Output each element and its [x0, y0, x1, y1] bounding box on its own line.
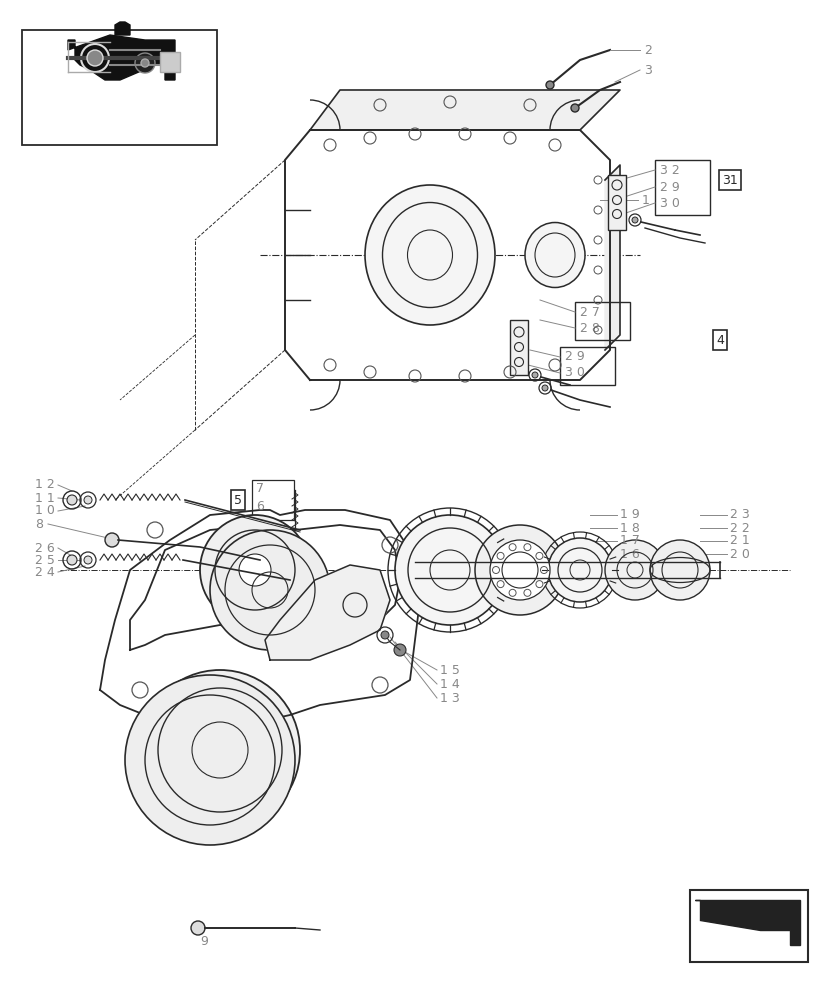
- Circle shape: [87, 50, 103, 66]
- Circle shape: [67, 495, 77, 505]
- Text: 1 6: 1 6: [619, 548, 639, 560]
- Polygon shape: [605, 165, 619, 350]
- Text: 2 2: 2 2: [729, 522, 748, 534]
- Text: 6: 6: [256, 499, 264, 512]
- Bar: [692, 893, 804, 959]
- Text: 2: 2: [643, 44, 651, 57]
- Text: 4: 4: [715, 334, 723, 347]
- Text: 2 5: 2 5: [35, 554, 55, 566]
- Bar: [22, 30, 217, 145]
- Text: 3 2: 3 2: [659, 164, 679, 177]
- Polygon shape: [309, 90, 619, 130]
- Polygon shape: [115, 22, 130, 35]
- Polygon shape: [265, 565, 390, 660]
- Text: 2 0: 2 0: [729, 548, 749, 560]
- Circle shape: [239, 554, 270, 586]
- Circle shape: [105, 533, 119, 547]
- Text: 3: 3: [643, 64, 651, 77]
- Bar: [607, 175, 625, 230]
- Text: 3 0: 3 0: [659, 197, 679, 210]
- Text: 1 2: 1 2: [35, 479, 55, 491]
- Circle shape: [547, 538, 611, 602]
- Circle shape: [545, 81, 553, 89]
- Text: 1: 1: [641, 194, 649, 207]
- Text: 8: 8: [35, 518, 43, 530]
- Text: 1 9: 1 9: [619, 508, 639, 522]
- Text: 2 9: 2 9: [564, 351, 584, 363]
- Circle shape: [490, 540, 549, 600]
- Circle shape: [542, 385, 547, 391]
- Circle shape: [81, 44, 109, 72]
- Text: 5: 5: [234, 493, 241, 506]
- Circle shape: [84, 496, 92, 504]
- Text: 1 7: 1 7: [619, 534, 639, 548]
- Circle shape: [210, 530, 330, 650]
- Text: 1 3: 1 3: [439, 692, 459, 704]
- Bar: [559, 347, 614, 385]
- Circle shape: [571, 104, 578, 112]
- Bar: [160, 52, 179, 72]
- Circle shape: [125, 675, 294, 845]
- Text: 1 8: 1 8: [619, 522, 639, 534]
- Circle shape: [649, 540, 709, 600]
- Circle shape: [631, 217, 638, 223]
- Circle shape: [532, 372, 538, 378]
- Bar: [689, 890, 807, 962]
- Circle shape: [475, 525, 564, 615]
- Text: 7: 7: [256, 482, 264, 494]
- Circle shape: [140, 670, 299, 830]
- Polygon shape: [100, 510, 419, 735]
- Ellipse shape: [524, 223, 585, 288]
- Polygon shape: [68, 35, 174, 80]
- Bar: [574, 302, 629, 340]
- Text: 2 8: 2 8: [579, 322, 599, 334]
- Ellipse shape: [365, 185, 495, 325]
- Bar: [251, 480, 294, 520]
- Circle shape: [394, 644, 405, 656]
- Bar: [509, 320, 528, 375]
- Circle shape: [605, 540, 664, 600]
- Text: 2 1: 2 1: [729, 534, 748, 548]
- Bar: [654, 160, 709, 215]
- Circle shape: [380, 631, 389, 639]
- Polygon shape: [284, 130, 609, 380]
- Text: 1 4: 1 4: [439, 678, 459, 690]
- Polygon shape: [694, 900, 799, 945]
- Text: 1 0: 1 0: [35, 504, 55, 518]
- Text: 2 3: 2 3: [729, 508, 748, 522]
- Text: 2 9: 2 9: [659, 181, 679, 194]
- Text: 1 5: 1 5: [439, 664, 459, 676]
- Circle shape: [84, 556, 92, 564]
- Circle shape: [394, 515, 504, 625]
- Text: 2 6: 2 6: [35, 542, 55, 554]
- Text: 2 4: 2 4: [35, 566, 55, 578]
- Text: 9: 9: [200, 935, 208, 948]
- Text: 1 1: 1 1: [35, 491, 55, 504]
- Polygon shape: [130, 525, 399, 650]
- Bar: [23, 31, 216, 144]
- Text: 2 7: 2 7: [579, 306, 599, 318]
- Text: 31: 31: [721, 174, 737, 187]
- Circle shape: [200, 515, 309, 625]
- Circle shape: [342, 598, 366, 622]
- Circle shape: [67, 555, 77, 565]
- Circle shape: [141, 59, 149, 67]
- Circle shape: [191, 921, 205, 935]
- Text: 3 0: 3 0: [564, 366, 584, 379]
- Circle shape: [135, 53, 155, 73]
